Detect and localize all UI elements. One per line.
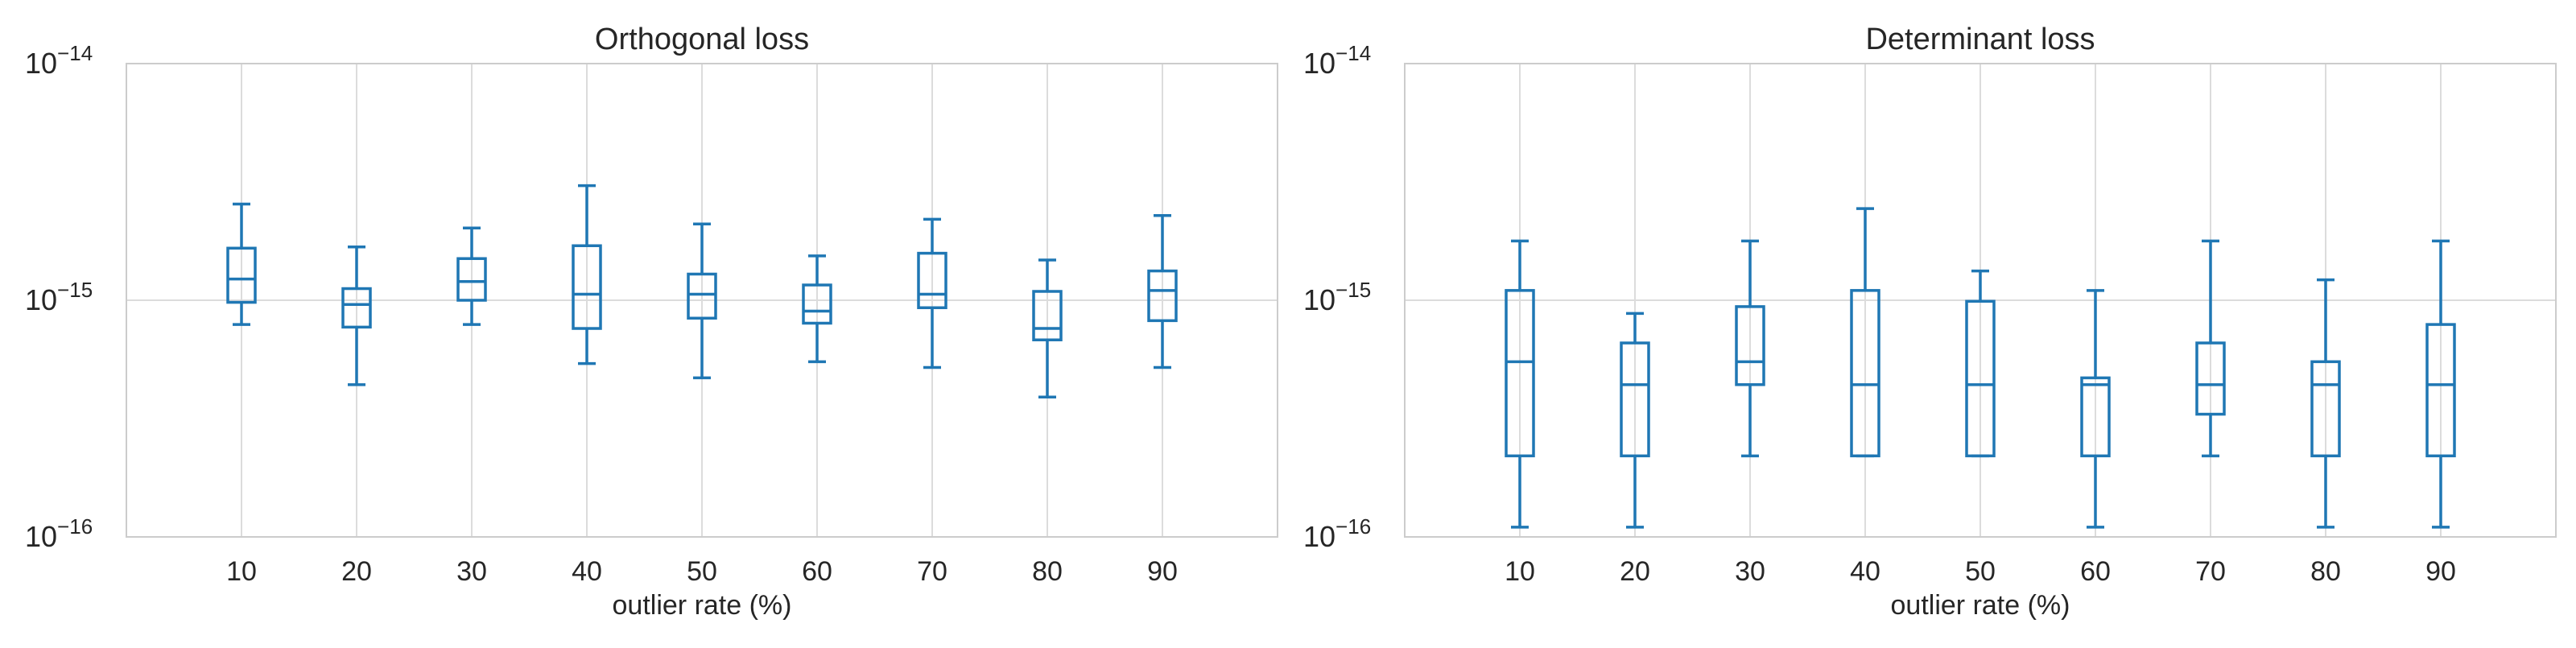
plot-frame	[126, 63, 1278, 538]
box-30	[456, 226, 487, 326]
x-axis-label: outlier rate (%)	[613, 590, 792, 621]
x-tick-label: 60	[802, 556, 832, 587]
iqr-box	[1032, 290, 1063, 341]
box-70	[917, 217, 947, 369]
plot-frame	[1404, 63, 2557, 538]
iqr-box	[802, 283, 832, 325]
y-tick-label: 10−14	[25, 41, 93, 80]
iqr-box	[2310, 360, 2341, 458]
x-tick-label: 10	[1505, 556, 1535, 587]
y-tick-label: 10−14	[1303, 41, 1371, 80]
y-tick-label: 10−15	[25, 278, 93, 316]
box-10	[226, 202, 257, 326]
box-60	[802, 254, 832, 364]
box-30	[1735, 239, 1765, 458]
box-80	[1032, 258, 1063, 398]
box-60	[2080, 289, 2111, 529]
x-axis-label: outlier rate (%)	[1891, 590, 2070, 621]
y-tick-label: 10−16	[1303, 514, 1371, 553]
box-50	[1965, 269, 1996, 458]
box-40	[572, 184, 602, 365]
iqr-box	[1505, 289, 1535, 458]
box-90	[1147, 214, 1178, 369]
iqr-box	[1147, 269, 1178, 323]
iqr-box	[456, 257, 487, 302]
box-90	[2425, 239, 2456, 529]
iqr-box	[2425, 323, 2456, 458]
y-tick-label: 10−16	[25, 514, 93, 553]
box-10	[1505, 239, 1535, 529]
x-tick-label: 10	[226, 556, 257, 587]
x-tick-label: 40	[1850, 556, 1880, 587]
chart-title: Determinant loss	[1865, 23, 2095, 56]
x-tick-label: 20	[1620, 556, 1650, 587]
x-tick-label: 90	[1147, 556, 1178, 587]
iqr-box	[1620, 341, 1650, 458]
box-50	[687, 222, 717, 380]
x-tick-label: 50	[1965, 556, 1996, 587]
iqr-box	[1735, 305, 1765, 386]
x-tick-label: 70	[2195, 556, 2226, 587]
x-tick-label: 30	[1735, 556, 1765, 587]
iqr-box	[687, 272, 717, 320]
x-tick-label: 20	[341, 556, 372, 587]
iqr-box	[341, 287, 372, 329]
chart-title: Orthogonal loss	[595, 23, 809, 56]
x-tick-label: 90	[2425, 556, 2456, 587]
box-70	[2195, 239, 2226, 458]
chart-panel-2: Determinant loss outlier rate (%) 10 20 30 40…	[1303, 23, 2557, 621]
box-40	[1850, 207, 1880, 458]
box-20	[341, 246, 372, 386]
box-20	[1620, 312, 1650, 529]
y-tick-label: 10−15	[1303, 278, 1371, 316]
chart-panel-1: Orthogonal loss outlier rate (%) 10 20 30 40 5…	[25, 23, 1278, 621]
iqr-box	[572, 244, 602, 330]
x-tick-label: 50	[687, 556, 717, 587]
x-tick-label: 60	[2080, 556, 2111, 587]
iqr-box	[1965, 299, 1996, 458]
iqr-box	[2195, 341, 2226, 416]
x-tick-label: 80	[1032, 556, 1063, 587]
iqr-box	[917, 251, 947, 310]
iqr-box	[2080, 376, 2111, 458]
x-tick-label: 30	[456, 556, 487, 587]
iqr-box	[226, 246, 257, 304]
x-tick-label: 80	[2310, 556, 2341, 587]
box-80	[2310, 278, 2341, 529]
x-tick-label: 70	[917, 556, 947, 587]
iqr-box	[1850, 289, 1880, 458]
x-tick-label: 40	[572, 556, 602, 587]
